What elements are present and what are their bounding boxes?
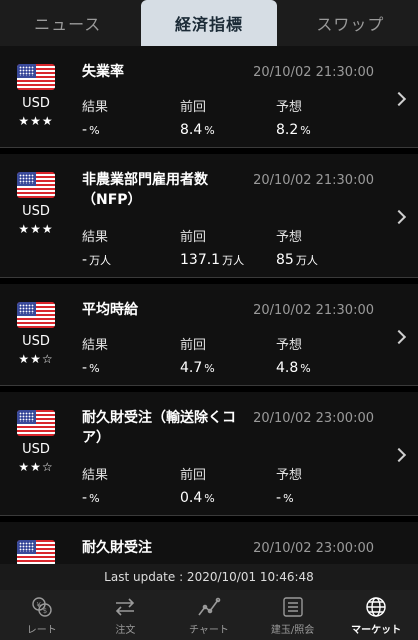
importance-stars: ★★★ — [18, 114, 54, 128]
currency-code: USD — [22, 96, 50, 111]
chevron-right-icon[interactable] — [391, 329, 407, 345]
order-icon — [116, 597, 135, 616]
forecast-label: 予想 — [276, 100, 303, 115]
previous-label: 前回 — [180, 468, 207, 483]
result-value: -% — [82, 122, 100, 138]
result-label: 結果 — [82, 100, 109, 115]
positions-icon — [282, 596, 303, 617]
result-label: 結果 — [82, 468, 109, 483]
event-title: 失業率 — [82, 64, 124, 80]
event-row[interactable]: USD ★★★ 非農業部門雇用者数 （NFP） 20/10/02 21:30:0… — [0, 154, 418, 278]
us-flag-icon — [17, 172, 55, 198]
forecast-label: 予想 — [276, 338, 303, 353]
event-title: 耐久財受注（輸送除くコ — [82, 410, 236, 426]
event-datetime: 20/10/02 23:00:00 — [253, 541, 374, 556]
us-flag-icon — [17, 64, 55, 90]
economic-events-list: USD ★★★ 失業率 20/10/02 21:30:00 結果 前回 予想 -… — [0, 46, 418, 564]
previous-value: 4.7% — [180, 360, 215, 376]
tab-economic-indicators[interactable]: 経済指標 — [141, 0, 277, 46]
importance-stars: ★★☆ — [18, 460, 54, 474]
importance-stars: ★★★ — [18, 222, 54, 236]
chevron-right-icon[interactable] — [391, 447, 407, 463]
previous-value: 137.1 万人 — [180, 252, 245, 268]
event-datetime: 20/10/02 21:30:00 — [253, 303, 374, 318]
nav-market[interactable]: マーケット — [334, 590, 418, 640]
us-flag-icon — [17, 302, 55, 328]
svg-text:$: $ — [42, 607, 46, 615]
forecast-label: 予想 — [276, 230, 303, 245]
previous-value: 0.4% — [180, 490, 215, 506]
last-update-bar: Last update : 2020/10/01 10:46:48 — [0, 564, 418, 590]
currency-code: USD — [22, 442, 50, 457]
svg-text:¥: ¥ — [36, 601, 41, 609]
event-row[interactable]: USD ★★☆ 耐久財受注（輸送除くコ ア） 20/10/02 23:00:00… — [0, 392, 418, 516]
forecast-value: -% — [276, 490, 294, 506]
forecast-value: 85 万人 — [276, 252, 318, 268]
importance-stars: ★★☆ — [18, 352, 54, 366]
event-row[interactable]: USD ★★☆ 平均時給 20/10/02 21:30:00 結果 前回 予想 … — [0, 284, 418, 386]
top-tabs: ニュース 経済指標 スワップ — [0, 0, 418, 46]
result-label: 結果 — [82, 338, 109, 353]
event-title-line2: （NFP） — [82, 192, 142, 208]
tab-swap[interactable]: スワップ — [316, 15, 385, 34]
event-datetime: 20/10/02 23:00:00 — [253, 411, 374, 426]
currency-code: USD — [22, 204, 50, 219]
nav-order[interactable]: 注文 — [84, 590, 168, 640]
previous-label: 前回 — [180, 338, 207, 353]
result-value: -% — [82, 490, 100, 506]
globe-icon — [366, 596, 386, 617]
nav-positions[interactable]: 建玉/照会 — [251, 590, 335, 640]
event-datetime: 20/10/02 21:30:00 — [253, 65, 374, 80]
result-label: 結果 — [82, 230, 109, 245]
us-flag-icon — [17, 540, 55, 564]
nav-chart[interactable]: チャート — [167, 590, 251, 640]
rate-icon: ¥ $ — [32, 596, 52, 617]
forecast-value: 8.2% — [276, 122, 311, 138]
us-flag-icon — [17, 410, 55, 436]
nav-order-label: 注文 — [115, 624, 136, 636]
tab-news[interactable]: ニュース — [34, 15, 102, 34]
event-row[interactable]: USD ★★★ 失業率 20/10/02 21:30:00 結果 前回 予想 -… — [0, 46, 418, 148]
nav-rate-label: レート — [26, 624, 57, 636]
previous-label: 前回 — [180, 100, 207, 115]
nav-rate[interactable]: ¥ $ レート — [0, 590, 84, 640]
event-row[interactable]: USD 耐久財受注 20/10/02 23:00:00 — [0, 522, 418, 564]
event-title: 非農業部門雇用者数 — [82, 172, 208, 188]
event-title-line2: ア） — [82, 430, 110, 446]
previous-value: 8.4% — [180, 122, 215, 138]
nav-market-label: マーケット — [351, 624, 402, 636]
nav-chart-label: チャート — [189, 624, 229, 636]
forecast-value: 4.8% — [276, 360, 311, 376]
previous-label: 前回 — [180, 230, 207, 245]
event-title: 耐久財受注 — [82, 540, 152, 556]
forecast-label: 予想 — [276, 468, 303, 483]
last-update-text: Last update : 2020/10/01 10:46:48 — [104, 570, 314, 584]
chevron-right-icon[interactable] — [391, 91, 407, 107]
currency-code: USD — [22, 334, 50, 349]
result-value: -% — [82, 360, 100, 376]
nav-positions-label: 建玉/照会 — [270, 624, 315, 636]
bottom-nav: ¥ $ レート 注文 チャート 建玉/照会 マーケット — [0, 590, 418, 640]
event-datetime: 20/10/02 21:30:00 — [253, 173, 374, 188]
event-title: 平均時給 — [82, 302, 138, 318]
chart-icon — [198, 597, 221, 615]
chevron-right-icon[interactable] — [391, 209, 407, 225]
result-value: - 万人 — [82, 252, 112, 268]
